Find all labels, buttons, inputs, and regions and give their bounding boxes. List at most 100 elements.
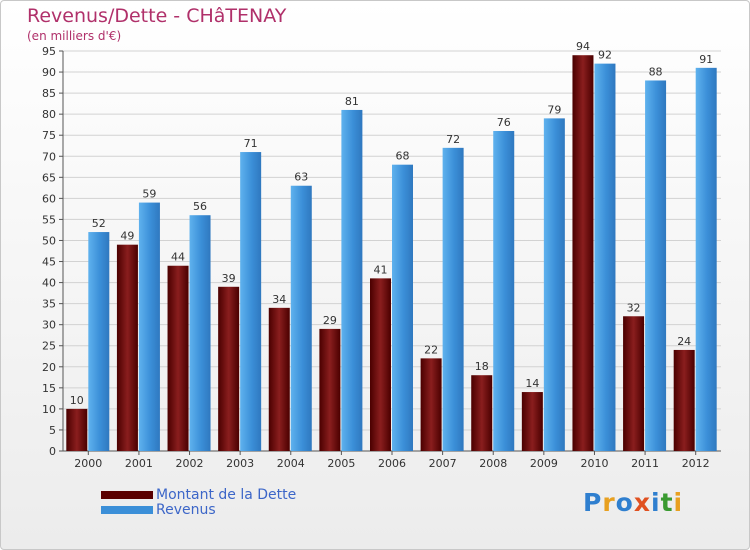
value-label-debt: 14 — [525, 377, 539, 390]
bar-revenus — [543, 118, 565, 452]
y-tick-label: 70 — [42, 150, 56, 163]
value-label-debt: 22 — [424, 343, 438, 356]
bar-debt — [167, 265, 189, 451]
bar-debt — [420, 358, 442, 451]
bar-debt — [673, 349, 695, 451]
y-tick-label: 45 — [42, 256, 56, 269]
value-label-debt: 49 — [120, 230, 134, 243]
x-tick-label: 2009 — [530, 457, 558, 470]
logo-letter: x — [633, 488, 651, 517]
value-label-revenus: 76 — [497, 116, 511, 129]
logo-letter: t — [660, 488, 674, 517]
value-label-debt: 39 — [222, 272, 236, 285]
value-label-revenus: 71 — [244, 137, 258, 150]
y-tick-label: 95 — [42, 45, 56, 58]
y-tick-label: 15 — [42, 382, 56, 395]
bar-revenus — [290, 185, 312, 451]
y-tick-label: 0 — [49, 445, 56, 458]
x-tick-label: 2000 — [74, 457, 102, 470]
value-label-revenus: 59 — [142, 188, 156, 201]
value-label-debt: 44 — [171, 251, 185, 264]
value-label-debt: 34 — [272, 293, 286, 306]
y-tick-label: 35 — [42, 298, 56, 311]
x-tick-label: 2001 — [125, 457, 153, 470]
x-tick-label: 2010 — [580, 457, 608, 470]
value-label-debt: 18 — [475, 360, 489, 373]
x-tick-label: 2006 — [378, 457, 406, 470]
legend-label-debt: Montant de la Dette — [156, 486, 297, 503]
bar-revenus — [645, 80, 667, 451]
legend-swatch-debt — [101, 490, 153, 499]
value-label-revenus: 79 — [547, 103, 561, 116]
value-label-revenus: 88 — [649, 65, 663, 78]
y-tick-label: 10 — [42, 403, 56, 416]
proxiti-logo: Proxiti — [583, 488, 683, 517]
y-tick-label: 40 — [42, 277, 56, 290]
value-label-revenus: 81 — [345, 95, 359, 108]
value-label-debt: 32 — [627, 301, 641, 314]
x-tick-label: 2007 — [429, 457, 457, 470]
legend-swatch-revenus — [101, 505, 153, 514]
legend-label-revenus: Revenus — [156, 501, 216, 518]
bar-revenus — [392, 164, 413, 451]
value-label-revenus: 91 — [699, 53, 713, 66]
y-tick-label: 65 — [42, 171, 56, 184]
y-tick-label: 60 — [42, 192, 56, 205]
value-label-debt: 24 — [677, 335, 691, 348]
bar-revenus — [240, 152, 262, 452]
logo-letter: r — [602, 488, 616, 517]
bar-debt — [319, 328, 341, 451]
bar-revenus — [189, 215, 211, 451]
bar-debt — [572, 55, 594, 452]
y-tick-label: 25 — [42, 340, 56, 353]
logo-letter: i — [673, 488, 684, 517]
bar-debt — [471, 375, 493, 451]
x-tick-label: 2012 — [682, 457, 710, 470]
bar-revenus — [594, 63, 616, 451]
bar-revenus — [88, 232, 110, 451]
value-label-debt: 10 — [70, 394, 84, 407]
y-tick-label: 55 — [42, 213, 56, 226]
bar-debt — [116, 244, 138, 451]
value-label-revenus: 68 — [396, 150, 410, 163]
bar-debt — [623, 316, 645, 451]
y-tick-label: 75 — [42, 129, 56, 142]
bar-debt — [268, 307, 290, 451]
y-tick-label: 5 — [49, 424, 56, 437]
bar-revenus — [341, 109, 363, 452]
bar-revenus — [138, 202, 160, 451]
bar-revenus — [442, 147, 464, 451]
value-label-debt: 41 — [374, 263, 388, 276]
y-tick-label: 30 — [42, 319, 56, 332]
chart-subtitle: (en milliers d'€) — [27, 29, 122, 43]
bar-debt — [218, 286, 240, 451]
y-tick-label: 50 — [42, 234, 56, 247]
bar-debt — [66, 408, 88, 451]
legend: Montant de la Dette Revenus — [101, 486, 297, 518]
y-tick-label: 20 — [42, 361, 56, 374]
bar-debt — [370, 278, 391, 451]
y-tick-label: 85 — [42, 87, 56, 100]
bar-debt — [521, 392, 543, 451]
legend-item-debt: Montant de la Dette — [101, 486, 297, 503]
x-tick-label: 2011 — [631, 457, 659, 470]
x-tick-label: 2005 — [327, 457, 355, 470]
value-label-revenus: 92 — [598, 49, 612, 62]
bar-revenus — [493, 131, 515, 451]
x-tick-label: 2004 — [277, 457, 305, 470]
y-tick-label: 80 — [42, 108, 56, 121]
value-label-debt: 29 — [323, 314, 337, 327]
value-label-revenus: 72 — [446, 133, 460, 146]
x-tick-label: 2003 — [226, 457, 254, 470]
legend-item-revenus: Revenus — [101, 501, 296, 518]
bar-revenus — [695, 67, 717, 451]
y-tick-label: 90 — [42, 66, 56, 79]
value-label-debt: 94 — [576, 40, 590, 53]
chart-title: Revenus/Dette - CHâTENAY — [27, 5, 287, 27]
value-label-revenus: 56 — [193, 200, 207, 213]
x-tick-label: 2002 — [176, 457, 204, 470]
value-label-revenus: 63 — [294, 171, 308, 184]
x-tick-label: 2008 — [479, 457, 507, 470]
